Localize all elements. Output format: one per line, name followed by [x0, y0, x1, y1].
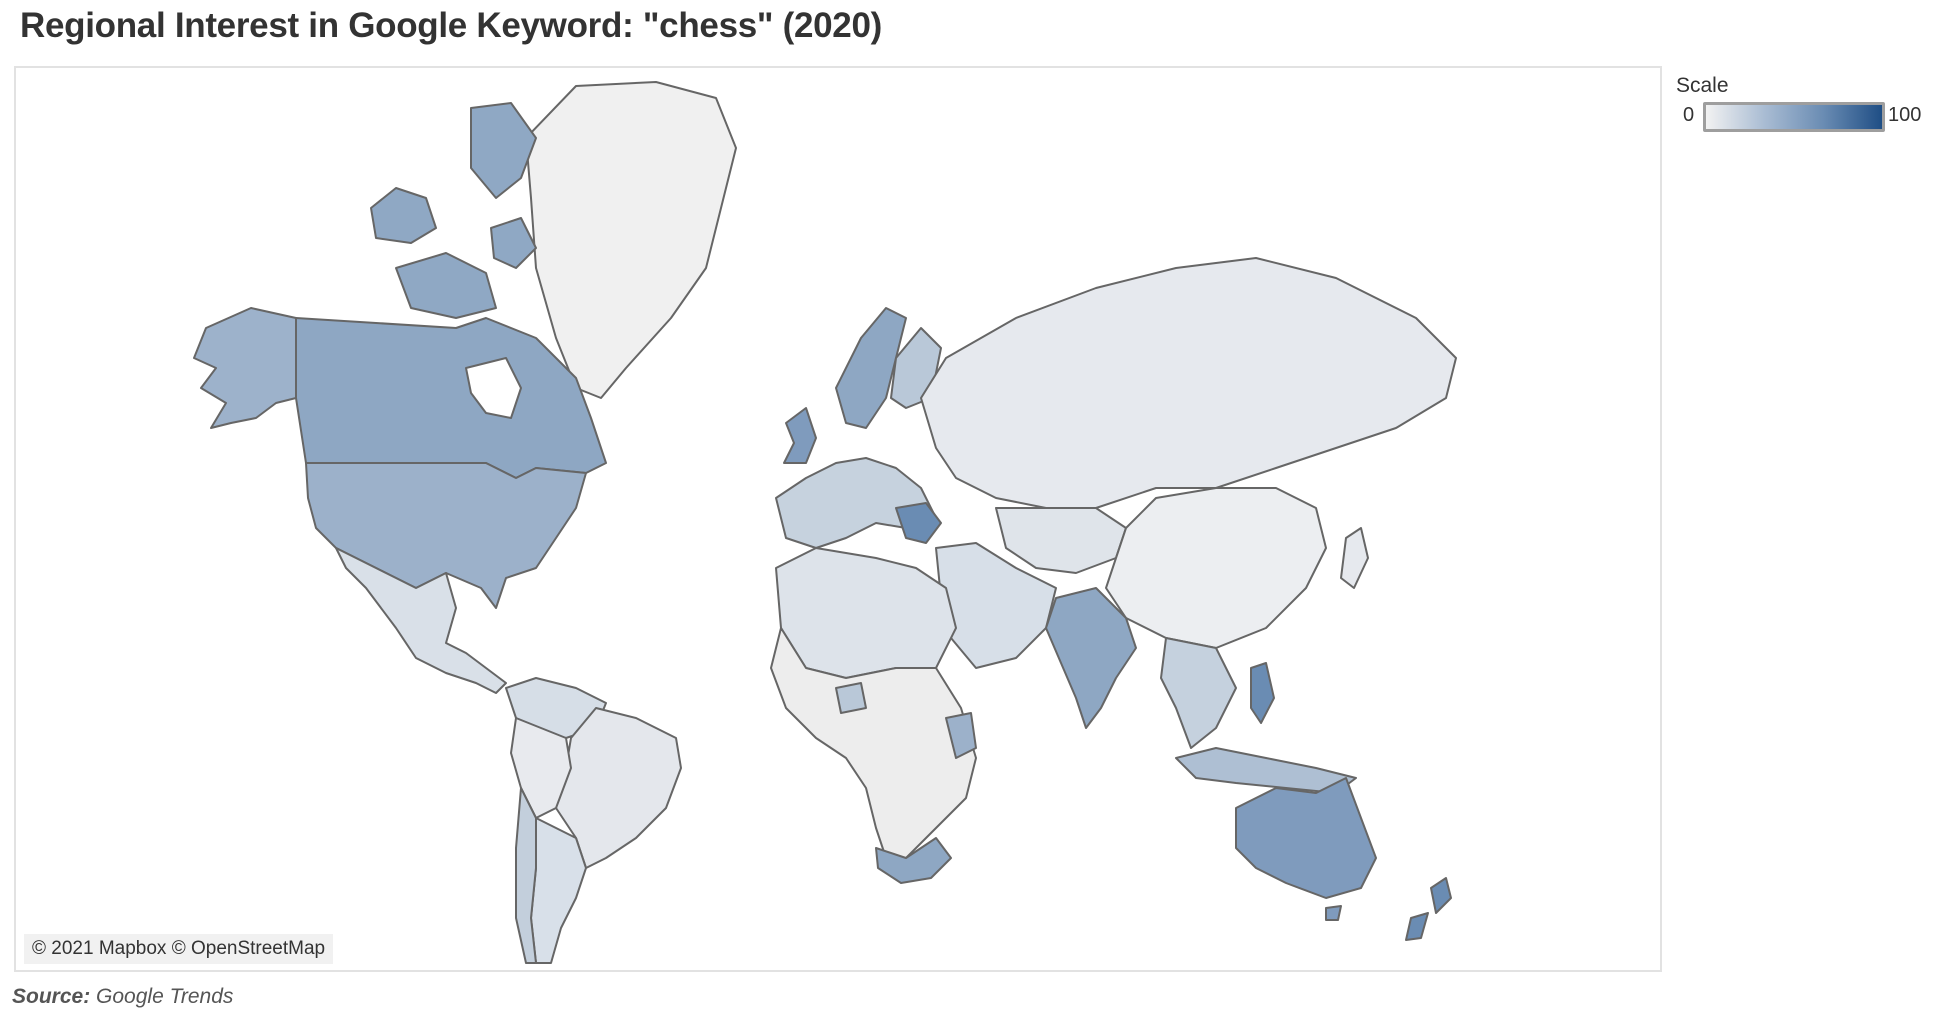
source-value: Google Trends — [96, 985, 234, 1008]
region-japan[interactable] — [1340, 527, 1369, 589]
region-new-zealand[interactable] — [1405, 877, 1452, 941]
region-serbia-balkans[interactable] — [895, 502, 942, 544]
region-greenland[interactable] — [525, 81, 737, 399]
region-alaska[interactable] — [193, 307, 297, 429]
region-china-mongolia[interactable] — [1105, 487, 1327, 649]
region-kenya[interactable] — [945, 712, 977, 759]
region-chile[interactable] — [515, 787, 537, 964]
region-kazakhstan[interactable] — [995, 507, 1127, 574]
region-southeast-asia[interactable] — [1160, 637, 1237, 749]
region-russia[interactable] — [920, 257, 1457, 509]
source-label: Source: — [12, 985, 91, 1008]
legend-title: Scale — [1676, 74, 1729, 97]
region-north-africa[interactable] — [775, 547, 957, 679]
legend-max-label: 100 — [1888, 104, 1922, 126]
region-nigeria[interactable] — [835, 682, 867, 714]
region-mexico[interactable] — [335, 547, 507, 694]
region-united-kingdom[interactable] — [783, 407, 817, 464]
region-canada-islands[interactable] — [370, 102, 537, 319]
legend-min-label: 0 — [1683, 104, 1695, 126]
choropleth-map[interactable] — [16, 68, 1660, 970]
color-scale-legend: Scale 0 100 — [1676, 74, 1926, 134]
region-tasmania[interactable] — [1325, 905, 1342, 921]
source-note: Source: Google Trends — [12, 985, 233, 1009]
region-philippines[interactable] — [1250, 662, 1275, 724]
region-india[interactable] — [1045, 587, 1137, 729]
map-attribution[interactable]: © 2021 Mapbox © OpenStreetMap — [24, 934, 334, 964]
world-map[interactable]: © 2021 Mapbox © OpenStreetMap — [14, 66, 1662, 972]
page-title: Regional Interest in Google Keyword: "ch… — [20, 6, 882, 45]
legend-gradient-bar — [1703, 102, 1885, 132]
region-australia[interactable] — [1235, 777, 1377, 899]
region-peru-bolivia[interactable] — [510, 717, 572, 819]
hudson-bay — [465, 357, 522, 419]
region-south-africa[interactable] — [875, 837, 952, 884]
region-central-africa[interactable] — [770, 627, 977, 859]
